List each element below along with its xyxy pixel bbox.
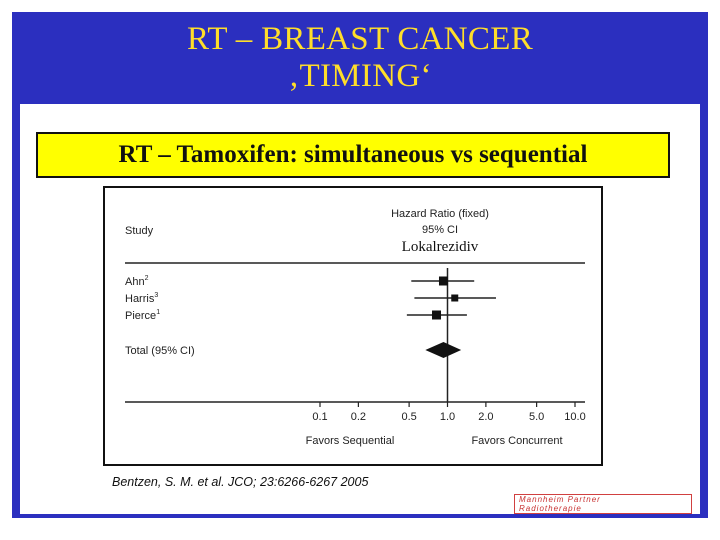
column-header-study: Study — [125, 225, 154, 237]
title-line-1: RT – BREAST CANCER — [186, 21, 534, 57]
point-estimate-ahn — [438, 276, 448, 286]
x-tick-label-0: 0.1 — [312, 411, 327, 423]
slide-title: RT – BREAST CANCER ‚TIMING‘ — [12, 12, 708, 104]
point-estimate-harris — [451, 294, 459, 302]
forest-plot: Study Hazard Ratio (fixed) 95% CI Lokalr… — [125, 208, 586, 447]
study-label-harris: Harris3 — [125, 292, 158, 305]
x-tick-label-5: 5.0 — [529, 411, 544, 423]
logo-watermark: Mannheim Partner Radiotherapie — [514, 494, 692, 514]
x-tick-label-2: 0.5 — [401, 411, 416, 423]
total-diamond — [425, 342, 462, 358]
citation: Bentzen, S. M. et al. JCO; 23:6266-6267 … — [112, 475, 369, 489]
study-label-total: Total (95% CI) — [125, 345, 195, 357]
x-label-favors-sequential: Favors Sequential — [306, 435, 395, 447]
logo-text-line2: Radiotherapie — [519, 504, 582, 513]
column-header-ci: 95% CI — [422, 224, 458, 236]
x-tick-label-4: 2.0 — [478, 411, 493, 423]
forest-plot-frame: Study Hazard Ratio (fixed) 95% CI Lokalr… — [103, 186, 603, 466]
study-label-ahn: Ahn2 — [125, 275, 149, 288]
annotation-lokalrezidiv: Lokalrezidiv — [402, 239, 479, 255]
subtitle-text: RT – Tamoxifen: simultaneous vs sequenti… — [118, 141, 588, 168]
title-line-2: ‚TIMING‘ — [288, 58, 432, 94]
point-estimate-pierce — [432, 310, 442, 320]
x-tick-label-1: 0.2 — [351, 411, 366, 423]
x-label-favors-concurrent: Favors Concurrent — [471, 435, 562, 447]
subtitle-box: RT – Tamoxifen: simultaneous vs sequenti… — [36, 132, 670, 178]
column-header-hazard-ratio: Hazard Ratio (fixed) — [391, 208, 489, 220]
x-tick-label-3: 1.0 — [440, 411, 455, 423]
x-tick-label-6: 10.0 — [564, 411, 585, 423]
logo-text-line1: Mannheim Partner — [519, 495, 601, 504]
study-label-pierce: Pierce1 — [125, 309, 160, 322]
